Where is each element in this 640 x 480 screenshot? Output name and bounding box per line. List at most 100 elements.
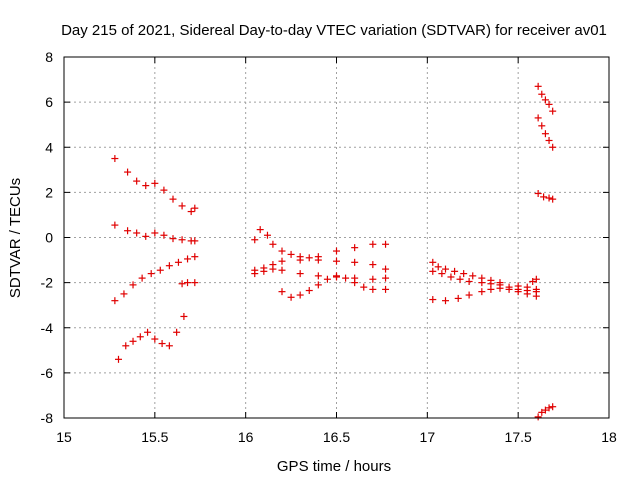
data-point: [540, 193, 548, 201]
x-tick-label: 18: [601, 429, 617, 445]
data-point: [465, 277, 473, 285]
data-point: [314, 256, 322, 264]
data-point: [532, 292, 540, 300]
y-tick-label: 2: [45, 184, 53, 200]
data-point: [351, 258, 359, 266]
data-point: [187, 208, 195, 216]
data-point: [447, 273, 455, 281]
y-tick-label: 4: [45, 139, 53, 155]
data-point: [333, 272, 340, 280]
data-point: [111, 221, 119, 229]
y-tick-label: -4: [41, 320, 54, 336]
data-point: [549, 107, 557, 115]
data-point: [138, 274, 146, 282]
data-point: [174, 258, 182, 266]
data-point: [305, 254, 313, 262]
data-point: [278, 288, 286, 296]
data-point: [263, 231, 271, 239]
data-point: [382, 274, 390, 282]
data-point: [454, 294, 462, 302]
x-tick-label: 15: [56, 429, 72, 445]
data-point: [549, 195, 557, 203]
data-point: [514, 288, 522, 296]
data-point: [442, 265, 449, 273]
data-point: [124, 168, 132, 176]
y-tick-label: 6: [45, 94, 53, 110]
data-point: [278, 266, 286, 274]
data-point: [429, 267, 437, 275]
data-point: [178, 202, 186, 210]
data-point: [456, 275, 464, 283]
data-point: [278, 247, 286, 255]
data-point: [342, 274, 350, 282]
data-point: [529, 277, 537, 285]
x-tick-label: 17.5: [505, 429, 532, 445]
y-tick-label: 8: [45, 49, 53, 65]
data-point: [538, 90, 546, 98]
data-point: [333, 247, 340, 255]
chart-title: Day 215 of 2021, Sidereal Day-to-day VTE…: [61, 22, 607, 39]
data-point: [382, 285, 390, 293]
data-point: [165, 342, 173, 350]
data-point: [369, 275, 377, 283]
data-point: [465, 291, 473, 299]
data-point: [323, 275, 331, 283]
data-point: [144, 328, 152, 336]
data-point: [429, 296, 437, 304]
x-tick-label: 16.5: [323, 429, 350, 445]
data-point: [549, 403, 557, 411]
data-point: [180, 312, 188, 320]
data-point: [184, 279, 192, 287]
y-tick-label: -8: [41, 410, 54, 426]
data-point: [538, 408, 546, 416]
data-point: [169, 195, 177, 203]
data-point: [260, 267, 268, 275]
data-point: [314, 281, 322, 289]
axis-ticks: 15 15.5 16 16.5 17 17.5 18 8 6 4 2 0 -2 -4 -6 -8: [41, 49, 617, 445]
data-point: [151, 179, 159, 187]
y-tick-label: -2: [41, 275, 54, 291]
data-point: [136, 333, 144, 341]
data-point: [184, 255, 192, 263]
data-point: [478, 279, 486, 287]
data-point: [124, 227, 132, 235]
data-point: [534, 190, 542, 198]
data-point: [133, 177, 141, 185]
data-point: [351, 244, 359, 252]
data-point: [351, 279, 359, 287]
data-point: [496, 284, 504, 292]
data-point: [545, 136, 553, 144]
data-point: [269, 265, 277, 273]
data-point: [165, 262, 173, 270]
data-point: [191, 279, 199, 287]
x-tick-label: 15.5: [141, 429, 168, 445]
data-point: [169, 235, 177, 243]
data-point: [545, 194, 553, 202]
data-point: [191, 237, 199, 245]
data-points: [111, 82, 557, 421]
grid-lines: [64, 57, 609, 418]
data-point: [287, 293, 295, 301]
data-point: [541, 96, 549, 104]
data-point: [523, 290, 531, 298]
data-point: [333, 257, 340, 265]
data-point: [142, 232, 150, 240]
data-point: [532, 275, 540, 283]
data-point: [120, 290, 128, 298]
data-point: [142, 182, 150, 190]
data-point: [545, 100, 553, 108]
data-point: [541, 130, 549, 138]
data-point: [442, 297, 449, 305]
data-point: [538, 122, 546, 130]
x-axis-label: GPS time / hours: [277, 458, 391, 475]
data-point: [382, 265, 390, 273]
data-point: [534, 413, 542, 421]
data-point: [360, 283, 368, 291]
data-point: [251, 270, 259, 278]
data-point: [382, 240, 390, 248]
data-point: [191, 253, 199, 261]
data-point: [160, 231, 168, 239]
data-point: [296, 270, 304, 278]
data-point: [534, 82, 542, 90]
data-point: [269, 240, 277, 248]
